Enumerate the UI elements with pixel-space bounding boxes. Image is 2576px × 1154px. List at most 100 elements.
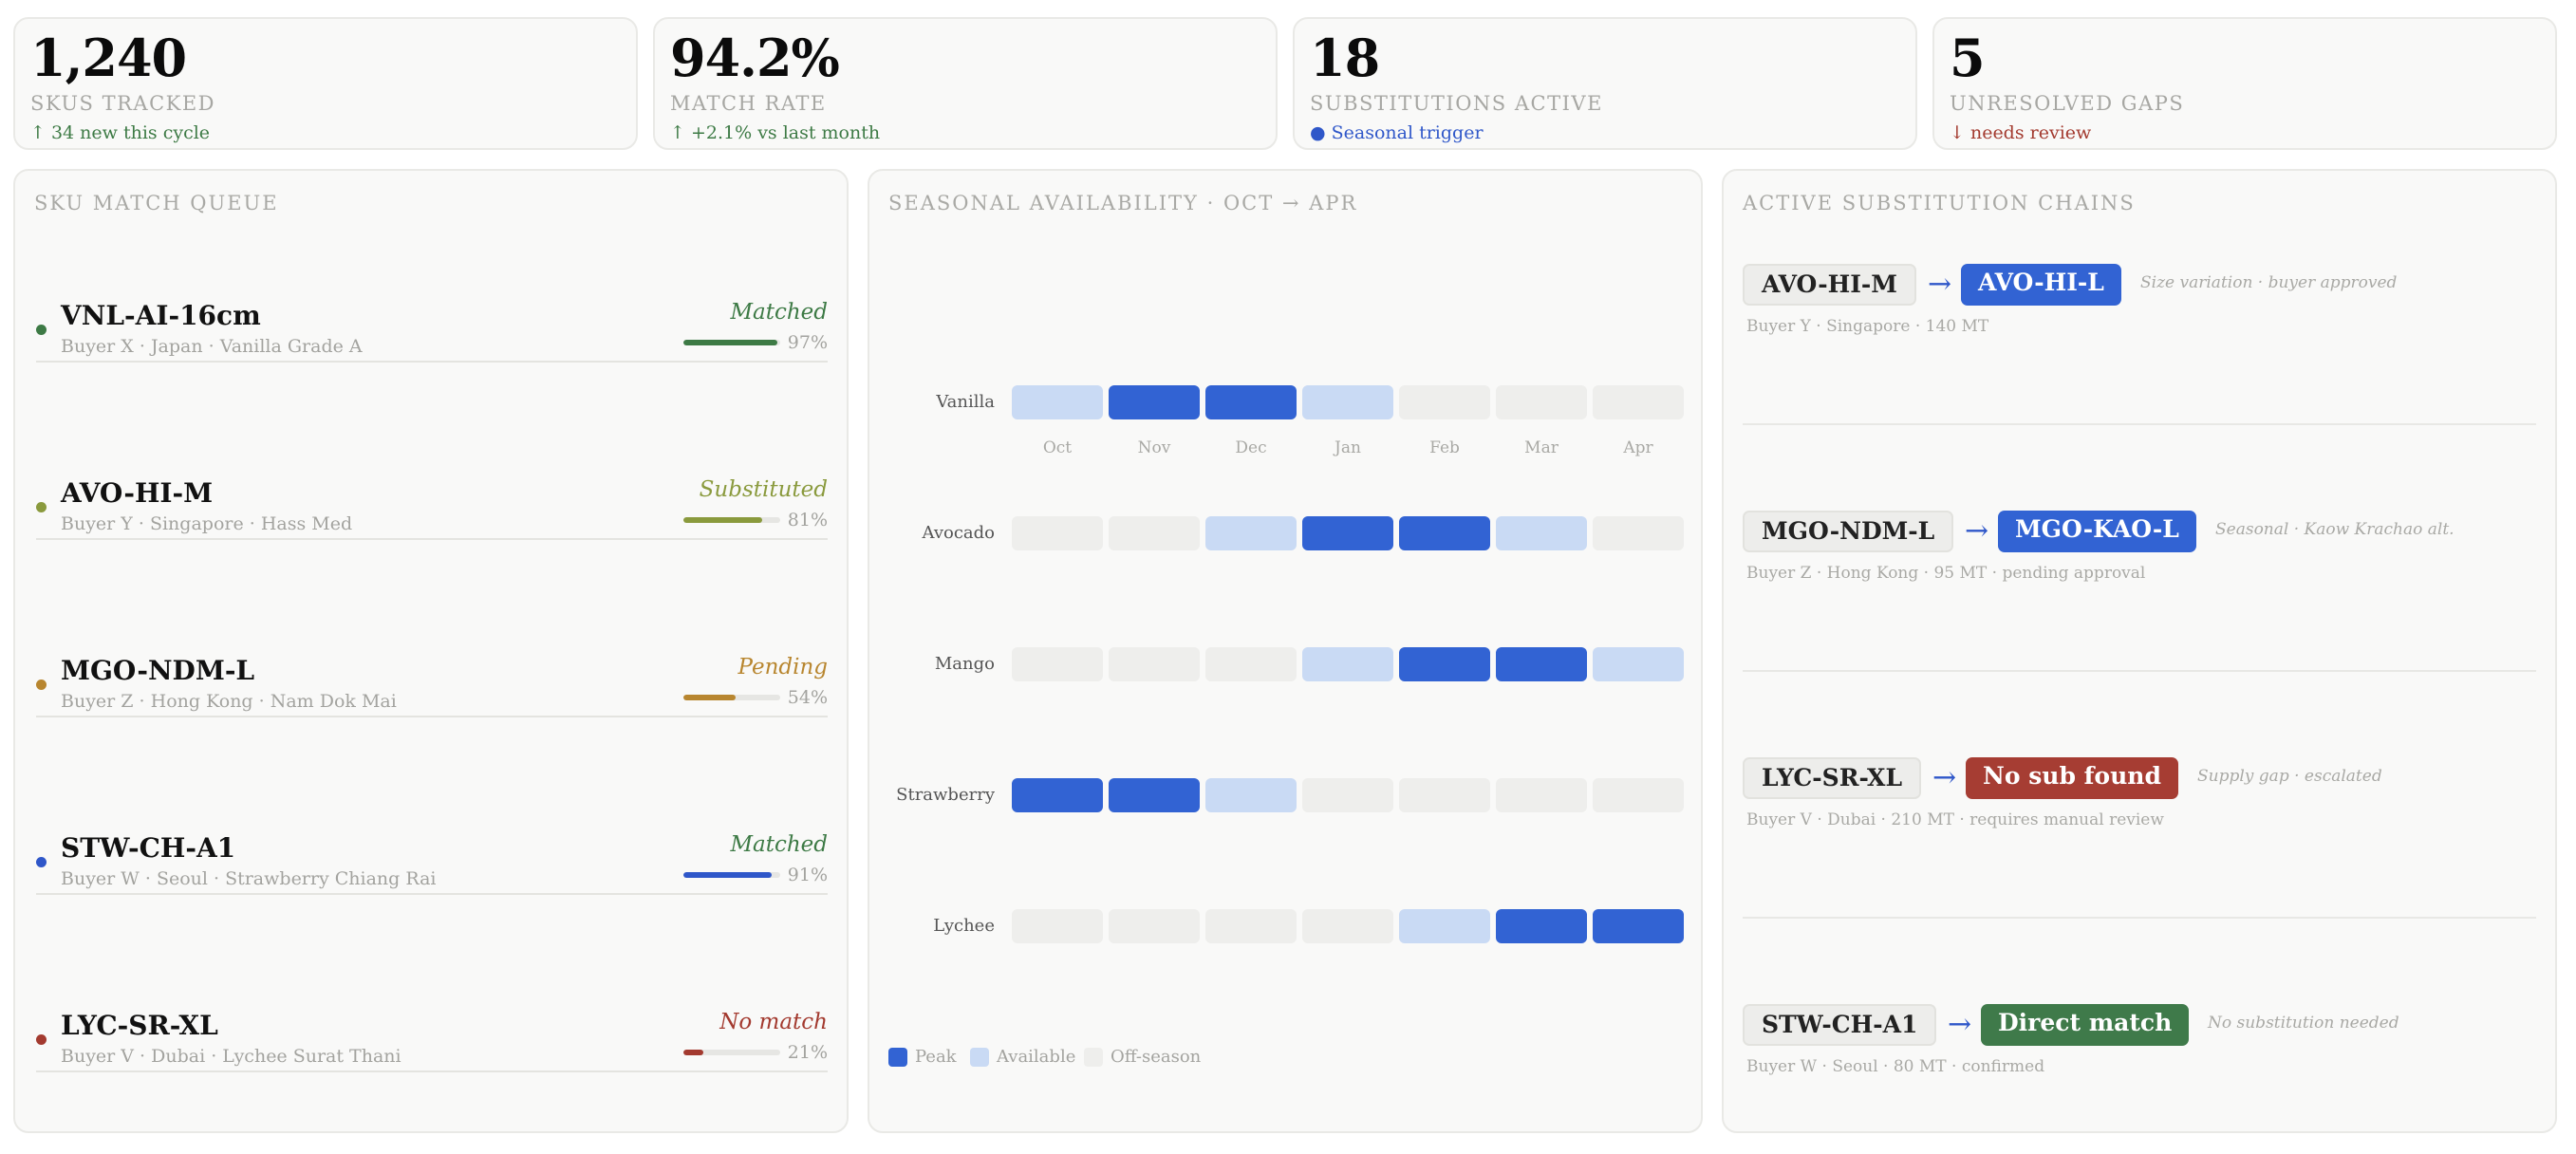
queue-item[interactable]: VNL-AI-16cm Buyer X · Japan · Vanilla Gra… (36, 290, 828, 363)
sku-details: Buyer W · Seoul · Strawberry Chiang Rai (61, 868, 437, 889)
kpi-label: Match rate (670, 92, 827, 115)
availability-cell (1496, 516, 1587, 550)
month-label: Nov (1137, 438, 1171, 457)
sku-code: LYC-SR-XL (61, 1010, 218, 1041)
availability-cell (1012, 909, 1103, 943)
match-progress-bar (683, 872, 780, 878)
target-sku-chip: AVO-HI-L (1961, 264, 2121, 306)
availability-cell (1302, 516, 1393, 550)
kpi-value: 1,240 (30, 28, 187, 88)
availability-cell (1302, 385, 1393, 419)
availability-cell (1012, 516, 1103, 550)
kpi-label: Substitutions active (1310, 92, 1603, 115)
substitution-note: No substitution needed (2208, 1014, 2399, 1033)
month-label: Oct (1042, 438, 1073, 457)
match-percent: 97% (787, 332, 828, 353)
target-sku-chip: No sub found (1966, 757, 2178, 799)
status-dot (36, 857, 47, 867)
match-percent: 91% (787, 865, 828, 885)
kpi-card-substitutions-active: 18 Substitutions active ● Seasonal trigg… (1293, 17, 1917, 150)
kpi-trend: ↓ needs review (1950, 122, 2092, 143)
availability-cell (1109, 909, 1200, 943)
arrow-right-icon: → (1932, 761, 1957, 794)
queue-item[interactable]: LYC-SR-XL Buyer V · Dubai · Lychee Surat … (36, 1000, 828, 1072)
kpi-value: 18 (1310, 28, 1380, 88)
source-sku-chip: AVO-HI-M (1743, 264, 1916, 306)
legend-swatch (970, 1048, 989, 1067)
match-progress-fill (683, 695, 737, 700)
availability-cell (1399, 778, 1490, 812)
sku-details: Buyer V · Dubai · Lychee Surat Thani (61, 1046, 401, 1067)
match-percent: 54% (787, 687, 828, 708)
match-status: Matched (730, 832, 828, 857)
match-status: Substituted (699, 477, 828, 502)
month-label: Dec (1235, 438, 1267, 457)
availability-cell (1399, 385, 1490, 419)
availability-cell (1302, 647, 1393, 681)
substitution-note: Size variation · buyer approved (2140, 273, 2398, 292)
match-progress-bar (683, 340, 780, 345)
arrow-right-icon: → (1948, 1008, 1972, 1041)
availability-cell (1302, 909, 1393, 943)
availability-cell (1593, 647, 1684, 681)
availability-cell (1496, 778, 1587, 812)
legend-label: Available (997, 1047, 1076, 1067)
availability-cell (1399, 516, 1490, 550)
availability-cell (1109, 778, 1200, 812)
panel-title: Seasonal Availability · Oct → Apr (888, 192, 1358, 214)
status-dot (36, 502, 47, 512)
status-dot (36, 325, 47, 335)
status-dot (36, 679, 47, 690)
sku-details: Buyer Y · Singapore · Hass Med (61, 513, 353, 534)
queue-item[interactable]: STW-CH-A1 Buyer W · Seoul · Strawberry Ch… (36, 823, 828, 895)
chain-details: Buyer Z · Hong Kong · 95 MT · pending ap… (1746, 564, 2146, 583)
availability-cell (1109, 647, 1200, 681)
substitution-chain[interactable]: LYC-SR-XL → No sub found Supply gap · escal… (1743, 757, 2536, 919)
queue-item[interactable]: MGO-NDM-L Buyer Z · Hong Kong · Nam Dok M… (36, 645, 828, 717)
match-progress-bar (683, 517, 780, 523)
legend-label: Off-season (1111, 1047, 1202, 1067)
sku-details: Buyer Z · Hong Kong · Nam Dok Mai (61, 691, 397, 712)
panel-title: Active Substitution Chains (1743, 192, 2136, 214)
sku-code: MGO-NDM-L (61, 655, 255, 686)
panel-title: SKU Match Queue (34, 192, 279, 214)
queue-item[interactable]: AVO-HI-M Buyer Y · Singapore · Hass Med Su… (36, 468, 828, 540)
kpi-label: Unresolved gaps (1950, 92, 2185, 115)
availability-cell (1012, 778, 1103, 812)
availability-cell (1109, 516, 1200, 550)
kpi-value: 94.2% (670, 28, 840, 88)
kpi-card-skus-tracked: 1,240 SKUs tracked ↑ 34 new this cycle (13, 17, 638, 150)
seasonal-availability-panel: Seasonal Availability · Oct → Apr Oct Nov… (868, 169, 1703, 1133)
kpi-card-match-rate: 94.2% Match rate ↑ +2.1% vs last month (653, 17, 1278, 150)
chain-details: Buyer Y · Singapore · 140 MT (1746, 317, 1989, 336)
crop-label: Vanilla (936, 392, 995, 412)
crop-label: Mango (934, 654, 995, 674)
availability-cell (1205, 778, 1297, 812)
availability-cell (1205, 516, 1297, 550)
chain-details: Buyer V · Dubai · 210 MT · requires manu… (1746, 810, 2164, 829)
kpi-value: 5 (1950, 28, 1986, 88)
substitution-chain[interactable]: AVO-HI-M → AVO-HI-L Size variation · buyer … (1743, 264, 2536, 425)
substitution-chain[interactable]: STW-CH-A1 → Direct match No substitution ne… (1743, 1004, 2536, 1154)
sku-code: STW-CH-A1 (61, 832, 236, 864)
substitution-chains-panel: Active Substitution Chains AVO-HI-M → AVO-… (1722, 169, 2557, 1133)
availability-cell (1593, 385, 1684, 419)
availability-cell (1205, 909, 1297, 943)
legend-label: Peak (915, 1047, 957, 1067)
availability-cell (1399, 647, 1490, 681)
availability-cell (1302, 778, 1393, 812)
sku-code: VNL-AI-16cm (61, 300, 261, 331)
status-dot (36, 1034, 47, 1045)
kpi-trend: ↑ 34 new this cycle (30, 122, 211, 143)
availability-cell (1496, 647, 1587, 681)
substitution-chain[interactable]: MGO-NDM-L → MGO-KAO-L Seasonal · Kaow Krach… (1743, 511, 2536, 672)
availability-cell (1593, 909, 1684, 943)
kpi-trend: ● Seasonal trigger (1310, 122, 1484, 143)
match-percent: 21% (787, 1042, 828, 1063)
crop-label: Strawberry (896, 785, 995, 805)
match-status: Matched (730, 300, 828, 325)
arrow-right-icon: → (1928, 268, 1952, 301)
crop-label: Lychee (933, 916, 995, 936)
sku-details: Buyer X · Japan · Vanilla Grade A (61, 336, 363, 357)
sku-code: AVO-HI-M (61, 477, 214, 509)
